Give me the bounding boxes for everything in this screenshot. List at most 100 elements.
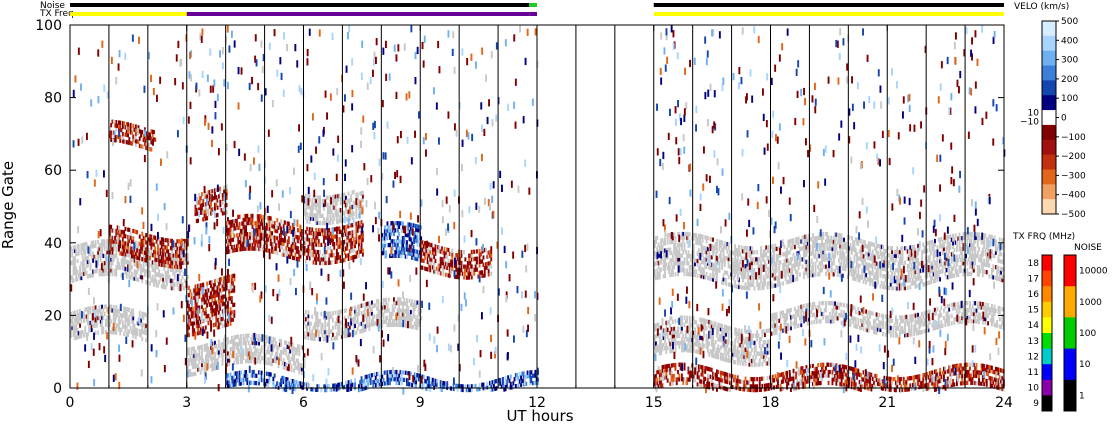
status-bars: Noise TX Freq — [39, 1, 1004, 19]
echo-cell — [328, 329, 330, 334]
echo-cell — [150, 147, 153, 152]
echo-cell — [526, 374, 529, 379]
echo-cell — [291, 222, 294, 228]
echo-cell — [216, 278, 219, 283]
echo-cell — [115, 228, 118, 234]
echo-cell — [207, 313, 210, 319]
echo-cell — [333, 205, 336, 210]
echo-cell — [783, 270, 786, 275]
echo-cell — [796, 236, 799, 242]
echo-cell — [402, 246, 404, 252]
echo-cell — [315, 387, 318, 392]
echo-cell — [328, 333, 330, 338]
echo-cell — [295, 238, 298, 243]
echo-cell — [395, 250, 398, 255]
echo-cell — [358, 224, 360, 229]
echo-cell — [267, 350, 270, 355]
echo-cell — [485, 247, 487, 252]
echo-cell — [245, 370, 247, 375]
echo-cell — [289, 247, 292, 252]
echo-cell — [378, 375, 381, 380]
echo-cell — [404, 377, 407, 383]
echo-cell — [317, 329, 320, 335]
echo-cell — [280, 233, 282, 239]
echo-cell — [802, 271, 805, 276]
echo-cell — [123, 121, 126, 126]
echo-cell — [722, 251, 725, 256]
echo-cell — [162, 284, 164, 289]
echo-cell — [655, 239, 657, 245]
echo-cell — [499, 381, 502, 386]
echo-cell — [127, 321, 129, 327]
echo-cell — [686, 253, 689, 259]
echo-cell — [321, 260, 324, 266]
echo-cell — [317, 231, 320, 237]
echo-cell — [812, 262, 814, 267]
echo-cell — [128, 235, 131, 240]
echo-cell — [743, 271, 746, 276]
echo-cell — [417, 239, 420, 244]
echo-cell — [502, 380, 504, 385]
echo-cell — [85, 314, 88, 319]
echo-cell — [138, 234, 141, 239]
echo-cell — [230, 285, 233, 290]
echo-cell — [225, 188, 228, 193]
echo-cell — [316, 318, 319, 324]
echo-cell — [267, 219, 270, 224]
echo-cell — [316, 195, 319, 200]
echo-cell — [743, 285, 746, 290]
echo-cell — [247, 221, 250, 226]
echo-cell — [744, 264, 747, 269]
echo-cell — [190, 350, 193, 355]
echo-cell — [199, 345, 202, 350]
echo-cell — [814, 239, 817, 245]
echo-cell — [258, 239, 260, 244]
echo-cell — [810, 266, 813, 271]
echo-cell — [137, 266, 140, 272]
echo-cell — [297, 249, 299, 255]
echo-cell — [406, 243, 408, 249]
echo-cell — [262, 356, 264, 361]
echo-cell — [105, 257, 107, 262]
echo-cell — [779, 274, 782, 280]
echo-cell — [402, 243, 404, 248]
echo-cell — [188, 285, 190, 290]
echo-cell — [75, 335, 78, 340]
echo-cell — [795, 262, 797, 267]
echo-cell — [77, 320, 80, 325]
echo-cell — [342, 232, 345, 238]
echo-cell — [324, 242, 327, 248]
echo-cell — [478, 256, 481, 261]
echo-cell — [206, 296, 209, 301]
echo-cell — [335, 321, 338, 326]
echo-cell — [342, 196, 345, 201]
echo-cell — [138, 274, 141, 279]
echo-cell — [202, 210, 205, 215]
echo-cell — [753, 271, 756, 277]
echo-cell — [809, 244, 812, 249]
echo-cell — [413, 299, 416, 305]
echo-cell — [92, 251, 94, 256]
echo-cell — [142, 145, 145, 150]
echo-cell — [229, 296, 232, 301]
echo-cell — [198, 192, 201, 198]
echo-cell — [214, 351, 216, 356]
echo-cell — [717, 261, 720, 266]
echo-cell — [442, 380, 445, 386]
echo-cell — [284, 220, 286, 225]
echo-cell — [217, 281, 220, 286]
echo-cell — [199, 283, 202, 288]
echo-cell — [840, 240, 843, 246]
echo-cell — [114, 312, 116, 317]
echo-cell — [727, 256, 730, 262]
echo-cell — [193, 292, 196, 297]
echo-cell — [413, 234, 416, 239]
echo-cell — [197, 352, 199, 358]
echo-cell — [206, 292, 209, 297]
echo-cell — [133, 323, 136, 328]
echo-cell — [347, 253, 350, 258]
echo-cell — [321, 326, 324, 331]
echo-cell — [446, 247, 449, 252]
echo-cell — [76, 251, 79, 256]
echo-cell — [382, 312, 385, 317]
